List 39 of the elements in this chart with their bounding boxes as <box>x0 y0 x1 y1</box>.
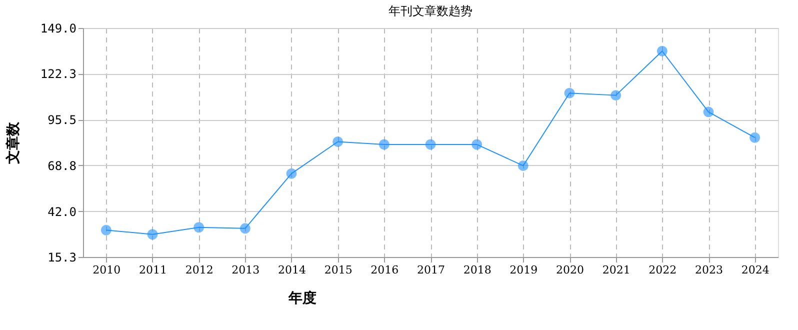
point <box>425 139 436 150</box>
x-tick-label: 2012 <box>185 264 214 276</box>
x-tick-label: 2020 <box>556 264 584 276</box>
point <box>240 223 250 234</box>
x-tick-label: 2013 <box>232 264 260 276</box>
y-axis-title: 文章数 <box>4 121 22 165</box>
point <box>378 139 390 150</box>
point <box>332 136 344 147</box>
point <box>100 224 112 236</box>
point <box>286 168 297 179</box>
point <box>564 88 575 98</box>
point <box>518 160 528 171</box>
x-tick-label: 2011 <box>139 264 167 276</box>
point <box>194 222 204 233</box>
x-tick-label: 2014 <box>278 264 306 276</box>
x-tick-label: 2023 <box>695 264 723 276</box>
y-tick-label: 95.5 <box>48 113 76 128</box>
point <box>703 106 714 118</box>
x-tick-label: 2021 <box>602 264 630 276</box>
point <box>750 132 760 143</box>
y-tick-label: 122.3 <box>40 67 76 82</box>
y-tick-label: 149.0 <box>40 22 76 36</box>
point <box>472 139 482 150</box>
x-tick-label: 2018 <box>463 264 492 276</box>
x-tick-label: 2024 <box>741 264 770 276</box>
x-tick-label: 2022 <box>648 264 677 276</box>
x-tick-label: 2015 <box>324 264 352 276</box>
point <box>147 229 158 240</box>
y-tick-label: 42.0 <box>48 204 76 219</box>
y-tick-label: 68.8 <box>48 158 76 173</box>
x-tick-label: 2016 <box>370 264 399 276</box>
point <box>610 90 622 101</box>
x-tick-label: 2019 <box>510 264 538 276</box>
x-axis-title: 年度 <box>288 290 316 306</box>
chart-title: 年刊文章数趋势 <box>388 4 472 18</box>
y-tick-label: 15.3 <box>48 250 76 264</box>
x-tick-label: 2010 <box>92 264 121 276</box>
x-tick-label: 2017 <box>417 264 445 276</box>
point <box>656 46 668 56</box>
